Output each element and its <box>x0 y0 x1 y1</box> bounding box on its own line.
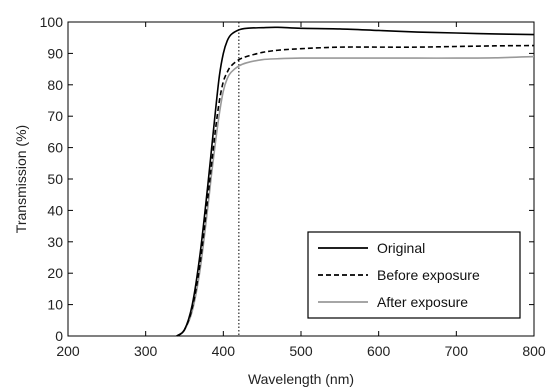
y-tick-label: 40 <box>47 202 63 218</box>
x-axis-ticks: 200 300 400 500 600 700 800 <box>56 22 546 359</box>
legend-label: Before exposure <box>377 267 480 283</box>
y-tick-label: 100 <box>40 14 64 30</box>
y-tick-label: 30 <box>47 234 63 250</box>
y-tick-label: 0 <box>55 328 63 344</box>
x-tick-label: 500 <box>289 343 313 359</box>
y-tick-label: 80 <box>47 77 63 93</box>
x-tick-label: 600 <box>367 343 391 359</box>
x-tick-label: 400 <box>212 343 236 359</box>
legend-label: After exposure <box>377 294 468 310</box>
series-line-after-exposure <box>176 55 535 337</box>
series-line-before-exposure <box>176 44 535 337</box>
y-tick-label: 20 <box>47 265 63 281</box>
y-tick-label: 90 <box>47 45 63 61</box>
x-tick-label: 200 <box>56 343 80 359</box>
x-tick-label: 700 <box>445 343 469 359</box>
x-axis-title: Wavelength (nm) <box>248 371 354 387</box>
legend-items: Original Before exposure After exposure <box>318 240 480 310</box>
y-tick-label: 10 <box>47 297 63 313</box>
series-line-original <box>176 26 535 337</box>
x-tick-label: 300 <box>134 343 158 359</box>
series-layer <box>176 26 535 337</box>
y-axis-title: Transmission (%) <box>13 125 29 233</box>
legend: Original Before exposure After exposure <box>307 231 521 319</box>
y-tick-label: 60 <box>47 140 63 156</box>
x-tick-label: 800 <box>522 343 546 359</box>
y-tick-label: 50 <box>47 171 63 187</box>
y-tick-label: 70 <box>47 108 63 124</box>
y-axis-ticks: 0 10 20 30 40 50 60 70 80 90 100 <box>40 14 534 344</box>
legend-label: Original <box>377 240 425 256</box>
